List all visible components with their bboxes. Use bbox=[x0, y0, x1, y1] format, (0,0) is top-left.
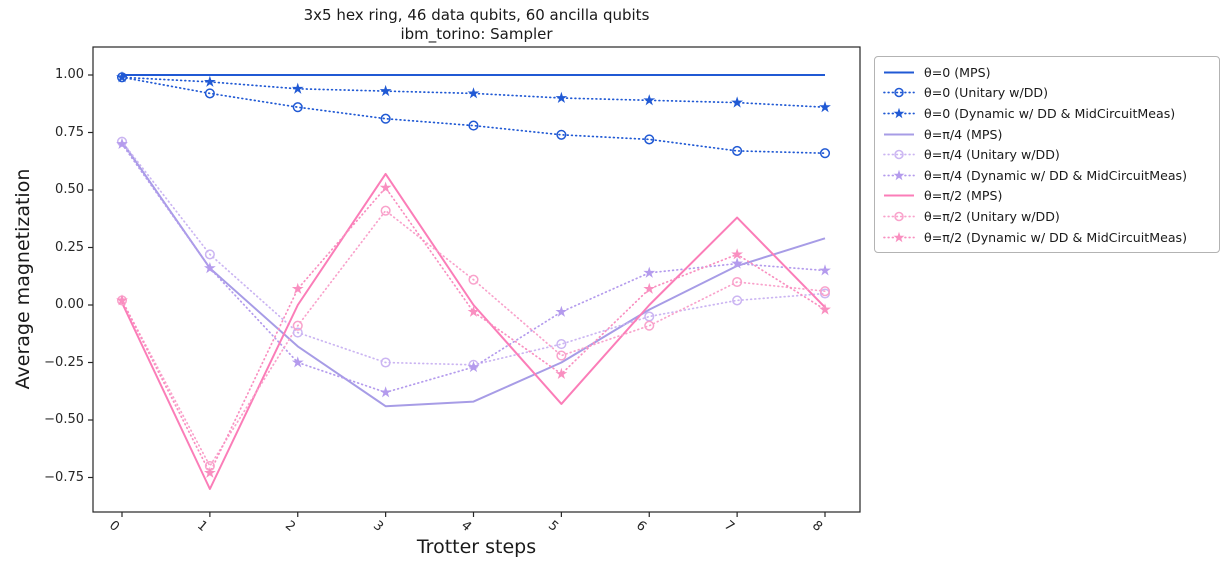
legend-item-label: θ=π/2 (Dynamic w/ DD & MidCircuitMeas) bbox=[924, 229, 1188, 245]
legend-item: θ=π/2 (Dynamic w/ DD & MidCircuitMeas) bbox=[883, 227, 1211, 248]
y-tick-label: 0.00 bbox=[55, 297, 84, 312]
legend-line-swatch bbox=[884, 194, 914, 197]
y-tick-label: 0.50 bbox=[55, 182, 84, 197]
legend-item-label: θ=π/2 (Unitary w/DD) bbox=[924, 208, 1060, 224]
x-axis-label: Trotter steps bbox=[416, 536, 537, 558]
legend-item-label: θ=0 (Dynamic w/ DD & MidCircuitMeas) bbox=[924, 105, 1176, 121]
legend-item: θ=π/4 (MPS) bbox=[883, 124, 1211, 145]
legend-item-label: θ=π/4 (Dynamic w/ DD & MidCircuitMeas) bbox=[924, 167, 1188, 183]
legend-circle-swatch bbox=[883, 88, 915, 98]
legend-item-label: θ=π/4 (Unitary w/DD) bbox=[924, 147, 1060, 163]
legend-star-swatch bbox=[883, 107, 915, 119]
y-tick-label: 0.75 bbox=[55, 124, 84, 140]
chart-title: 3x5 hex ring, 46 data qubits, 60 ancilla… bbox=[303, 6, 650, 24]
legend-circle-swatch bbox=[883, 149, 915, 160]
y-tick-label: −0.75 bbox=[44, 469, 84, 485]
legend-item-label: θ=π/4 (MPS) bbox=[924, 126, 1003, 142]
legend: θ=0 (MPS) θ=0 (Unitary w/DD) θ=0 (Dynamic … bbox=[874, 56, 1220, 254]
legend-item: θ=π/2 (MPS) bbox=[883, 186, 1211, 207]
legend-star-swatch bbox=[883, 169, 915, 180]
y-tick-label: −0.50 bbox=[44, 412, 84, 427]
legend-item: θ=0 (MPS) bbox=[883, 62, 1211, 83]
legend-item-label: θ=π/2 (MPS) bbox=[924, 188, 1003, 204]
legend-item: θ=0 (Unitary w/DD) bbox=[883, 83, 1211, 104]
y-tick-label: 0.25 bbox=[55, 239, 84, 255]
chart-subtitle: ibm_torino: Sampler bbox=[400, 25, 553, 43]
legend-item: θ=π/2 (Unitary w/DD) bbox=[883, 206, 1211, 227]
legend-line-swatch bbox=[884, 133, 914, 136]
legend-item: θ=0 (Dynamic w/ DD & MidCircuitMeas) bbox=[883, 103, 1211, 124]
legend-item-label: θ=0 (MPS) bbox=[924, 64, 991, 80]
legend-star-swatch bbox=[883, 231, 915, 242]
y-tick-label: −0.25 bbox=[44, 354, 84, 370]
y-tick-label: 1.00 bbox=[55, 67, 84, 82]
legend-item: θ=π/4 (Unitary w/DD) bbox=[883, 144, 1211, 165]
legend-line-swatch bbox=[884, 71, 914, 74]
legend-item-label: θ=0 (Unitary w/DD) bbox=[924, 85, 1049, 101]
legend-circle-swatch bbox=[883, 211, 915, 222]
legend-item: θ=π/4 (Dynamic w/ DD & MidCircuitMeas) bbox=[883, 165, 1211, 186]
